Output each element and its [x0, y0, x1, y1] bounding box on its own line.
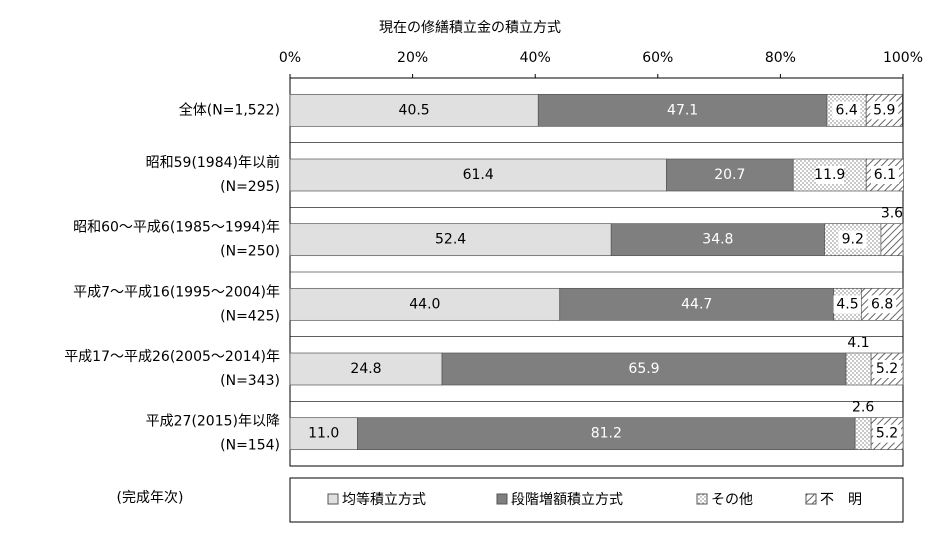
- bar-segment: [289, 287, 561, 321]
- value-label: 24.8: [350, 361, 381, 377]
- bar-segment: [289, 223, 612, 257]
- value-label: 2.6: [852, 400, 874, 416]
- value-label: 34.8: [702, 232, 733, 248]
- x-tick-label: 40%: [520, 50, 551, 66]
- legend-label: 不 明: [820, 492, 862, 508]
- category-label: 全体(N=1,522): [179, 101, 280, 118]
- value-label: 6.8: [871, 296, 893, 312]
- category-label: 昭和60～平成6(1985～1994)年: [73, 220, 280, 236]
- legend-swatch: [696, 493, 708, 505]
- value-label: 11.9: [814, 167, 845, 183]
- bar-segment: [357, 417, 856, 451]
- category-label: 昭和59(1984)年以前: [146, 154, 280, 171]
- value-label: 11.0: [308, 426, 339, 442]
- bar-segment: [537, 93, 828, 127]
- value-label-bg: [873, 424, 902, 443]
- value-label: 44.0: [409, 296, 440, 312]
- bar-segment: [289, 352, 443, 386]
- value-label: 5.9: [873, 102, 895, 118]
- value-label-bg: [833, 295, 862, 314]
- x-tick-label: 100%: [883, 50, 923, 66]
- category-label: 平成7～平成16(1995～2004)年: [73, 284, 280, 300]
- value-label-bg: [838, 230, 867, 249]
- bar-segment: [880, 223, 904, 257]
- value-label: 47.1: [667, 102, 698, 118]
- bar-segment: [289, 417, 358, 451]
- x-tick-label: 20%: [397, 50, 428, 66]
- category-label: (N=154): [220, 438, 280, 454]
- legend-label: 均等積立方式: [342, 491, 426, 508]
- value-label-bg: [868, 295, 897, 314]
- x-tick-label: 80%: [765, 50, 796, 66]
- x-tick-label: 0%: [279, 50, 301, 66]
- chart-title: 現在の修繕積立金の積立方式: [379, 20, 561, 36]
- value-label: 65.9: [628, 361, 659, 377]
- value-label: 5.2: [876, 361, 898, 377]
- value-label-bg: [832, 101, 861, 120]
- category-label: (N=295): [220, 179, 280, 195]
- legend-label: その他: [711, 492, 753, 508]
- axis-label: (完成年次): [117, 490, 184, 506]
- value-label: 5.2: [876, 426, 898, 442]
- value-label: 52.4: [435, 232, 466, 248]
- bar-segment: [845, 352, 872, 386]
- legend-label: 段階増額積立方式: [511, 492, 623, 508]
- legend-swatch: [805, 493, 817, 505]
- legend-swatch: [327, 493, 339, 505]
- value-label: 6.1: [874, 167, 896, 183]
- category-label: (N=343): [220, 373, 280, 389]
- legend-swatch: [496, 493, 508, 505]
- category-label: (N=250): [220, 244, 280, 260]
- value-label: 44.7: [681, 296, 712, 312]
- value-label-bg: [873, 360, 902, 378]
- legend-frame: [289, 477, 904, 523]
- category-label: 平成27(2015)年以降: [146, 414, 280, 430]
- bar-segment: [610, 223, 825, 257]
- bar-segment: [441, 352, 847, 386]
- value-label: 81.2: [591, 426, 622, 442]
- bar-segment: [559, 287, 835, 321]
- value-label: 6.4: [835, 102, 857, 118]
- value-label: 4.1: [847, 335, 869, 351]
- value-label: 61.4: [463, 167, 494, 183]
- category-label: (N=425): [220, 308, 280, 324]
- x-tick-label: 60%: [642, 50, 673, 66]
- bar-segment: [854, 417, 872, 451]
- value-label: 40.5: [399, 102, 430, 118]
- category-label: 平成17～平成26(2005～2014)年: [64, 349, 280, 365]
- value-label: 9.2: [842, 232, 864, 248]
- value-label-bg: [870, 101, 899, 120]
- value-label: 20.7: [714, 167, 745, 183]
- value-label: 4.5: [836, 296, 858, 312]
- bar-segment: [666, 158, 794, 192]
- bar-segment: [289, 93, 539, 127]
- value-label-bg: [870, 166, 899, 184]
- value-label: 3.6: [881, 206, 903, 222]
- value-label-bg: [815, 166, 844, 184]
